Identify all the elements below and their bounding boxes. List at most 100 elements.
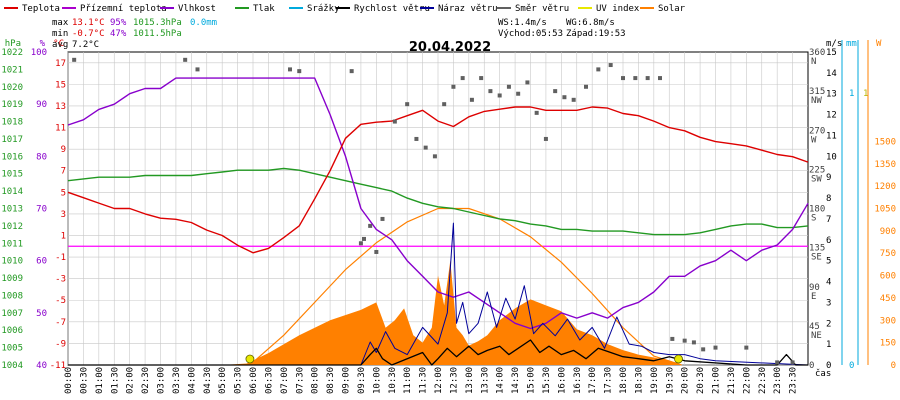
x-tick-label: 17:30 (604, 367, 614, 394)
temp-axis-tick: 9 (61, 145, 66, 155)
hpa-axis-tick: 1010 (1, 257, 23, 267)
x-tick-label: 12:30 (449, 367, 459, 394)
ms-tick: 0 (826, 361, 831, 371)
wind-direction-point (645, 76, 650, 81)
solar-tick: 1050 (874, 205, 896, 215)
stat-min-pressure: 1011.5hPa (133, 29, 182, 39)
x-tick-label: 09:30 (357, 367, 367, 394)
wind-gust-line (68, 222, 809, 366)
x-tick-label: 22:00 (742, 367, 752, 394)
stat-max-humidity: 95% (110, 18, 127, 28)
x-tick-label: 14:30 (511, 367, 521, 394)
temp-axis-tick: 11 (55, 124, 66, 134)
hpa-axis-tick: 1015 (1, 170, 23, 180)
ms-tick: 13 (826, 90, 837, 100)
x-tick-label: 14:00 (496, 367, 506, 394)
winddir-compass: SW (811, 174, 822, 184)
legend-label: Směr větru (515, 4, 569, 14)
winddir-tick: 270 (809, 126, 825, 136)
x-tick-label: 13:00 (465, 367, 475, 394)
wind-direction-point (670, 336, 675, 341)
temp-axis-unit: °C (53, 39, 64, 49)
wind-direction-point (380, 216, 385, 221)
solar-tick: 450 (880, 294, 896, 304)
x-tick-label: 02:00 (126, 367, 136, 394)
humidity-axis-tick: 50 (36, 309, 47, 319)
temp-axis-tick: -1 (55, 253, 66, 263)
humidity-axis-tick: 90 (36, 100, 47, 110)
wind-direction-point (525, 80, 530, 85)
winddir-tick: 45 (809, 322, 820, 332)
wind-direction-point (368, 223, 373, 228)
x-tick-label: 08:00 (311, 367, 321, 394)
solar-tick: 1500 (874, 137, 896, 147)
ms-tick: 14 (826, 69, 837, 79)
solar-tick: 1350 (874, 160, 896, 170)
mm-unit: mm (846, 39, 857, 49)
wind-direction-point (775, 360, 780, 365)
solar-tick: 300 (880, 316, 896, 326)
x-tick-label: 22:30 (758, 367, 768, 394)
series-layer (67, 57, 809, 366)
winddir-compass: E (811, 292, 816, 302)
stat-ws: WS:1.4m/s (498, 18, 547, 28)
wind-direction-point (442, 102, 447, 107)
winddir-tick: 360 (809, 48, 825, 58)
wind-direction-point (288, 67, 292, 72)
x-tick-label: 07:30 (295, 367, 305, 394)
temp-axis-tick: 15 (55, 80, 66, 90)
hpa-axis-tick: 1012 (1, 222, 23, 232)
ms-tick: 1 (826, 340, 831, 350)
temp-axis-tick: 7 (61, 167, 66, 177)
solar-area (68, 260, 808, 365)
wind-direction-point (297, 69, 302, 74)
wind-direction-point (358, 241, 363, 246)
legend: Teplota Přízemní teplota Vlhkost Tlak Srážky… (4, 4, 686, 14)
wind-direction-point (506, 84, 511, 89)
x-tick-label: 02:30 (141, 367, 151, 394)
ms-tick: 2 (826, 319, 831, 329)
x-tick-label: 00:00 (64, 367, 74, 394)
humidity-line (67, 77, 809, 330)
x-tick-label: 18:30 (634, 367, 644, 394)
stat-max-label: max (52, 18, 69, 28)
stat-avg-temp: 7.2°C (72, 40, 99, 50)
wind-direction-point (432, 154, 437, 159)
winddir-tick: 315 (809, 87, 825, 97)
wind-direction-point (713, 345, 718, 350)
x-tick-label: 11:00 (403, 367, 413, 394)
winddir-compass: SE (811, 253, 822, 263)
solar-tick: 1200 (874, 182, 896, 192)
ms-tick: 8 (826, 194, 831, 204)
x-tick-label: 05:30 (234, 367, 244, 394)
temp-axis-tick: 3 (61, 210, 66, 220)
ms-tick: 10 (826, 152, 837, 162)
x-tick-label: 08:30 (326, 367, 336, 394)
winddir-tick: 225 (809, 165, 825, 175)
wind-direction-point (362, 236, 366, 241)
date-title: 20.04.2022 (409, 40, 491, 55)
legend-label: Srážky (307, 4, 340, 14)
hpa-axis-tick: 1006 (1, 326, 23, 336)
temp-axis-tick: -5 (55, 296, 66, 306)
legend-label: Solar (658, 4, 686, 14)
hpa-axis-tick: 1007 (1, 309, 23, 319)
x-tick-label: 23:30 (789, 367, 799, 394)
x-tick-label: 16:30 (573, 367, 583, 394)
winddir-tick: 0 (809, 361, 814, 371)
wind-direction-point (584, 84, 588, 89)
humidity-axis-tick: 60 (36, 257, 47, 267)
x-tick-label: 10:30 (388, 367, 398, 394)
wind-direction-point (451, 84, 456, 89)
uv-tick: 1 (863, 89, 868, 99)
solar-tick: 900 (880, 227, 896, 237)
x-tick-label: 15:30 (542, 367, 552, 394)
winddir-tick: 180 (809, 205, 825, 215)
ms-tick: 6 (826, 236, 831, 246)
legend-label: Přízemní teplota (80, 4, 167, 14)
winddir-tick: 90 (809, 283, 820, 293)
x-tick-label: 12:00 (434, 367, 444, 394)
x-tick-label: 23:00 (773, 367, 783, 394)
stat-max-temp: 13.1°C (72, 18, 105, 28)
x-tick-label: 06:00 (249, 367, 259, 394)
